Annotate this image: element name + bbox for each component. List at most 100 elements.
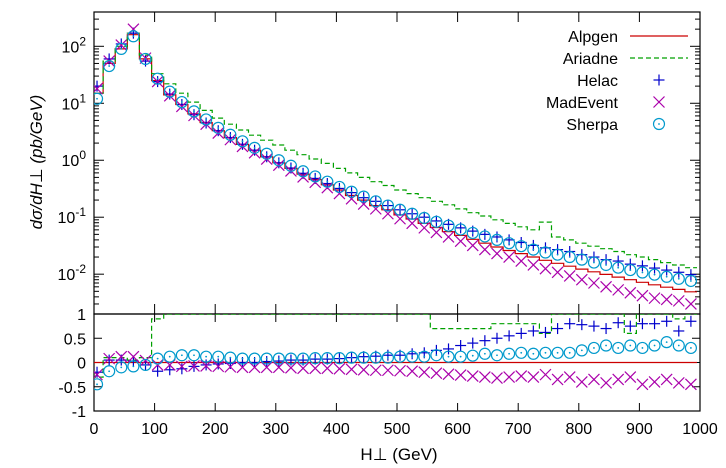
- ratio-sherpa-point: [272, 352, 285, 365]
- main-sherpa-point: [187, 105, 201, 118]
- main-madevent-point: [200, 118, 213, 131]
- main-madevent-point: [636, 289, 649, 302]
- ratio-sherpa-point: [345, 351, 358, 364]
- ratio-sherpa-point: [381, 351, 395, 364]
- ratio-sherpa-point: [284, 352, 298, 365]
- ratio-helac-point: [600, 323, 612, 335]
- x-tick-label: 500: [384, 421, 411, 438]
- main-sherpa-point: [624, 263, 637, 277]
- x-tick-label: 100: [141, 421, 168, 438]
- ratio-madevent-point: [684, 378, 697, 391]
- ratio-sherpa-point: [660, 336, 673, 349]
- ratio-y-tick-label: 0.5: [64, 331, 86, 348]
- ratio-madevent-point: [600, 376, 612, 389]
- ratio-madevent-point: [660, 373, 673, 386]
- main-sherpa-point: [515, 240, 528, 253]
- ratio-helac-point: [176, 363, 188, 375]
- main-helac-point: [212, 125, 224, 137]
- main-madevent-point: [684, 298, 697, 310]
- legend-label-helac: Helac: [577, 73, 618, 90]
- main-sherpa-point: [115, 42, 128, 56]
- main-sherpa-point: [212, 121, 225, 134]
- ratio-madevent-point: [103, 352, 116, 365]
- ratio-sherpa-point: [175, 349, 188, 362]
- ratio-madevent-point: [648, 375, 661, 388]
- ratio-sherpa-point: [115, 361, 128, 374]
- ratio-sherpa-point: [248, 352, 261, 365]
- main-sherpa-point: [539, 246, 552, 259]
- ratio-helac-point: [164, 364, 176, 376]
- ratio-madevent-point: [285, 361, 297, 374]
- main-madevent-point: [648, 292, 661, 305]
- ratio-helac-point: [406, 348, 418, 360]
- main-helac-point: [673, 266, 685, 278]
- x-tick-label: 0: [90, 421, 99, 438]
- ratio-sherpa-point: [624, 339, 637, 352]
- main-madevent-point: [333, 187, 346, 200]
- ratio-sherpa-point: [503, 347, 516, 360]
- ratio-helac-point: [94, 366, 103, 378]
- main-sherpa-point: [406, 207, 419, 220]
- main-sherpa-point: [272, 154, 285, 167]
- main-sherpa-point: [660, 270, 673, 283]
- main-sherpa-point: [478, 230, 491, 243]
- ratio-madevent-point: [200, 359, 213, 372]
- ratio-helac-point: [552, 323, 564, 335]
- ratio-sherpa-point: [466, 349, 479, 362]
- main-sherpa-point: [369, 195, 382, 208]
- main-madevent-point: [575, 273, 588, 286]
- ratio-madevent-point: [527, 371, 540, 383]
- ratio-madevent-point: [503, 371, 516, 383]
- main-madevent-point: [539, 262, 552, 275]
- main-madevent-point: [94, 82, 103, 95]
- ratio-sherpa-point: [369, 351, 382, 364]
- main-sherpa-point: [224, 128, 237, 141]
- ratio-helac-point: [564, 318, 576, 330]
- main-sherpa-point: [236, 135, 249, 148]
- main-sherpa-point: [551, 248, 564, 261]
- main-sherpa-point: [309, 170, 322, 183]
- main-sherpa-point: [527, 243, 540, 256]
- ratio-helac-point: [503, 330, 515, 342]
- ratio-sherpa-point: [442, 350, 455, 363]
- legend: Alpgen Ariadne Helac MadEvent Sherpa: [546, 29, 688, 134]
- main-sherpa-point: [563, 250, 576, 264]
- ratio-sherpa-point: [357, 351, 370, 364]
- main-sherpa-point: [490, 233, 504, 246]
- ratio-sherpa-point: [236, 352, 249, 365]
- ratio-madevent-point: [139, 354, 152, 367]
- ratio-madevent-point: [175, 360, 188, 373]
- ratio-y-tick-label: 1: [77, 307, 86, 324]
- main-series-group: [94, 23, 698, 310]
- ratio-madevent-point: [491, 372, 503, 384]
- ratio-madevent-point: [260, 361, 273, 374]
- main-sherpa-point: [672, 272, 685, 285]
- ratio-helac-point: [515, 327, 527, 339]
- ratio-helac-point: [491, 332, 503, 344]
- ratio-helac-point: [467, 337, 479, 349]
- ratio-sherpa-point: [151, 352, 164, 365]
- ratio-helac-point: [358, 351, 370, 363]
- main-sherpa-point: [430, 215, 443, 228]
- main-madevent-point: [478, 243, 491, 256]
- ratio-sherpa-point: [599, 339, 613, 352]
- main-sherpa-point: [612, 261, 625, 274]
- ratio-helac-point: [685, 315, 697, 327]
- ratio-madevent-point: [442, 368, 455, 381]
- x-tick-label: 700: [505, 421, 532, 438]
- ratio-helac-point: [673, 325, 685, 337]
- legend-swatch-madevent: [653, 96, 665, 108]
- ratio-sherpa-point: [333, 352, 346, 365]
- main-helac-point: [176, 99, 188, 111]
- main-sherpa-point: [636, 266, 649, 279]
- ratio-madevent-point: [127, 350, 140, 363]
- ratio-madevent-point: [551, 373, 564, 386]
- ratio-madevent-point: [297, 362, 309, 375]
- ratio-helac-point: [273, 355, 285, 367]
- main-sherpa-point: [248, 141, 261, 154]
- y-tick-label: 10-2: [58, 262, 87, 284]
- ratio-madevent-point: [612, 373, 625, 386]
- main-madevent-point: [430, 226, 443, 239]
- ratio-madevent-point: [248, 361, 261, 374]
- ratio-ariadne-line: [94, 314, 697, 378]
